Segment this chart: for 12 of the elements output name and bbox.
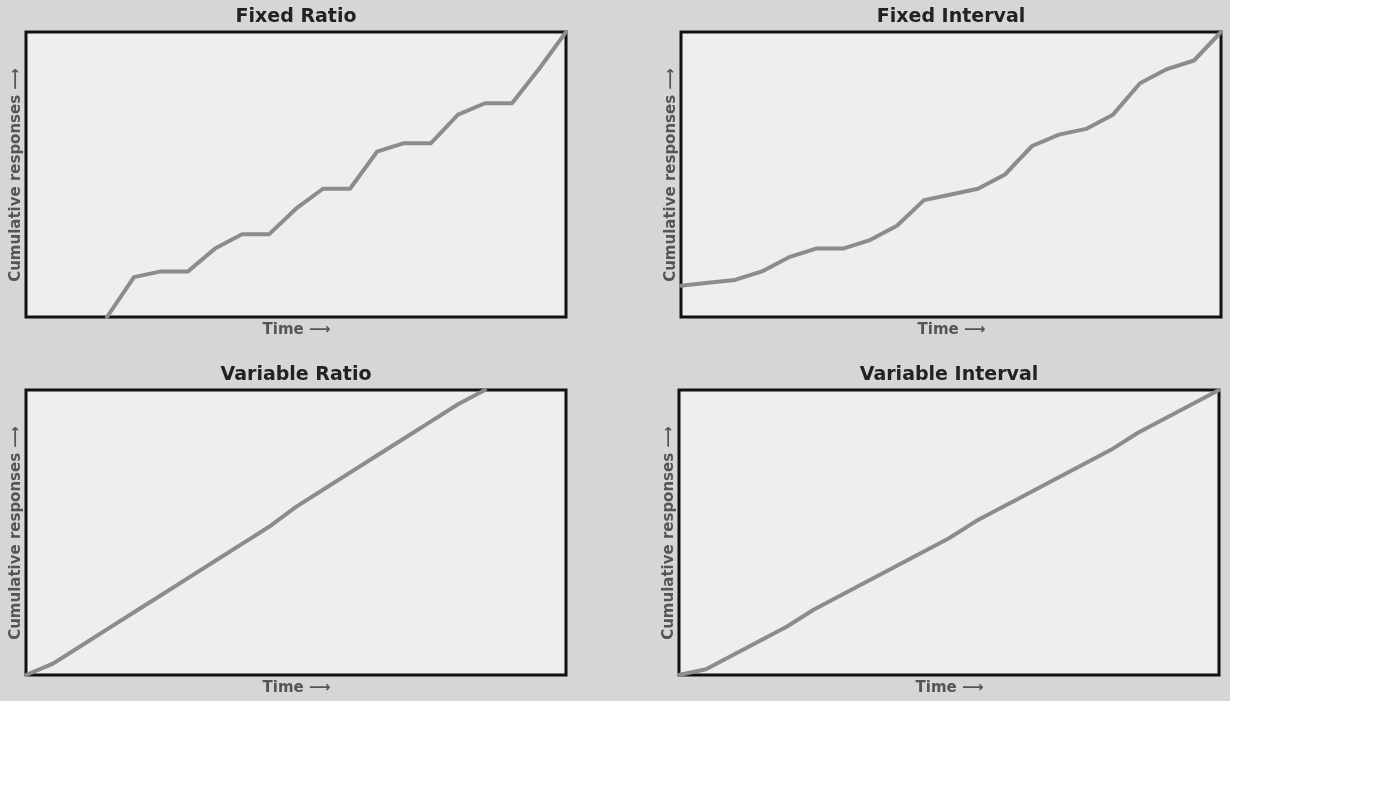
x-axis-title: Time ⟶ [917, 319, 986, 338]
chart-title: Fixed Interval [876, 4, 1026, 26]
y-axis-title: Cumulative responses ⟶ [660, 68, 679, 282]
x-axis-title: Time ⟶ [915, 677, 984, 696]
chart-title: Fixed Ratio [235, 4, 357, 26]
x-axis-title: Time ⟶ [262, 319, 331, 338]
y-axis-title: Cumulative responses ⟶ [5, 426, 24, 640]
y-axis-title: Cumulative responses ⟶ [658, 426, 677, 640]
chart-title: Variable Interval [859, 362, 1039, 384]
chart-title: Variable Ratio [220, 362, 372, 384]
y-axis-title: Cumulative responses ⟶ [5, 68, 24, 282]
x-axis-title: Time ⟶ [262, 677, 331, 696]
